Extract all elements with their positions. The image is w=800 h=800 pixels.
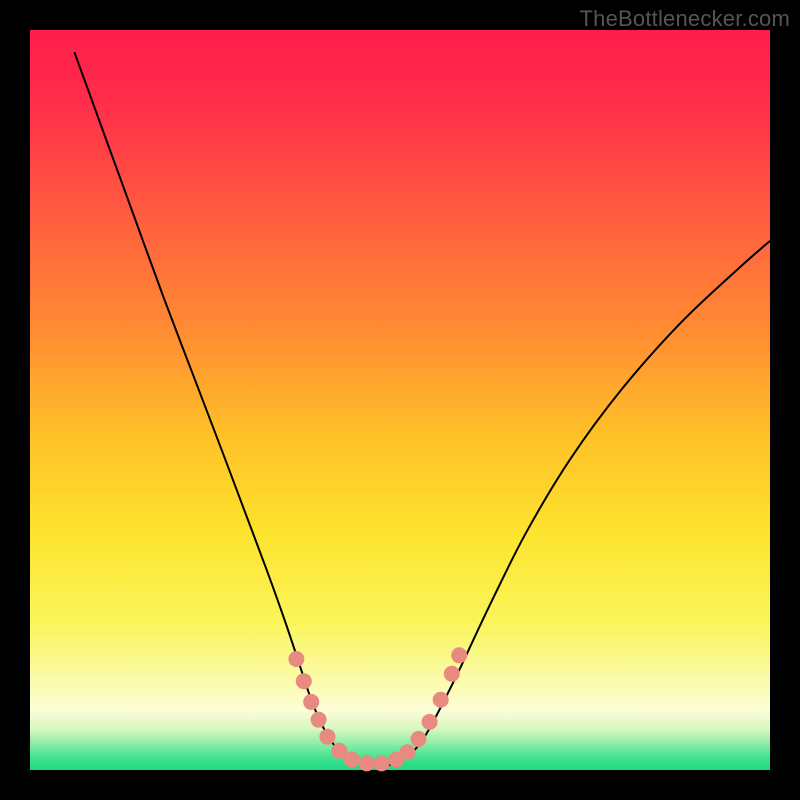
highlight-dot: [422, 714, 438, 730]
highlight-dot: [319, 729, 335, 745]
highlight-dot: [344, 752, 360, 768]
plot-area: [30, 30, 770, 770]
watermark-text: TheBottlenecker.com: [580, 6, 790, 32]
bottleneck-chart: [0, 0, 800, 800]
highlight-dot: [444, 666, 460, 682]
highlight-dot: [451, 647, 467, 663]
highlight-dot: [288, 651, 304, 667]
highlight-dot: [411, 731, 427, 747]
highlight-dot: [359, 755, 375, 771]
highlight-dot: [374, 755, 390, 771]
highlight-dot: [433, 692, 449, 708]
highlight-dot: [296, 673, 312, 689]
chart-container: TheBottlenecker.com: [0, 0, 800, 800]
highlight-dot: [399, 744, 415, 760]
highlight-dot: [303, 694, 319, 710]
highlight-dot: [311, 712, 327, 728]
